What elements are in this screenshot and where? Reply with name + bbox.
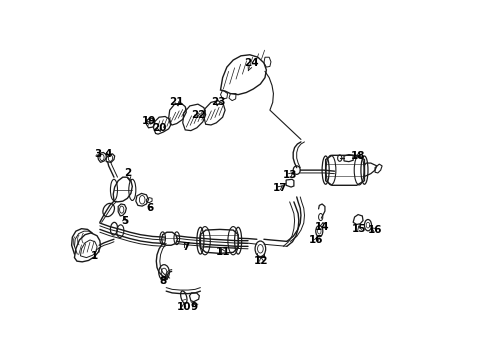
Text: 4: 4 [105, 149, 112, 158]
Text: 15: 15 [351, 224, 366, 234]
Text: 23: 23 [210, 97, 225, 107]
Text: 24: 24 [244, 58, 258, 71]
Text: 17: 17 [272, 183, 286, 193]
Text: 1: 1 [91, 248, 99, 261]
Text: 16: 16 [308, 235, 323, 245]
Text: 8: 8 [159, 275, 166, 285]
Text: 7: 7 [182, 242, 189, 252]
Text: 6: 6 [146, 203, 154, 213]
Text: 12: 12 [254, 256, 268, 266]
Text: 11: 11 [216, 247, 230, 257]
Text: 9: 9 [190, 302, 198, 312]
Text: 3: 3 [94, 149, 102, 158]
Text: 21: 21 [169, 97, 183, 107]
Text: 5: 5 [121, 216, 128, 226]
Text: 13: 13 [283, 170, 297, 180]
Text: 20: 20 [152, 123, 166, 133]
Text: 19: 19 [141, 116, 155, 126]
Text: 18: 18 [350, 151, 365, 161]
Text: 2: 2 [124, 168, 131, 181]
Text: 14: 14 [314, 221, 329, 231]
Text: 16: 16 [367, 225, 382, 235]
Text: 22: 22 [190, 110, 205, 120]
Text: 10: 10 [176, 302, 191, 312]
